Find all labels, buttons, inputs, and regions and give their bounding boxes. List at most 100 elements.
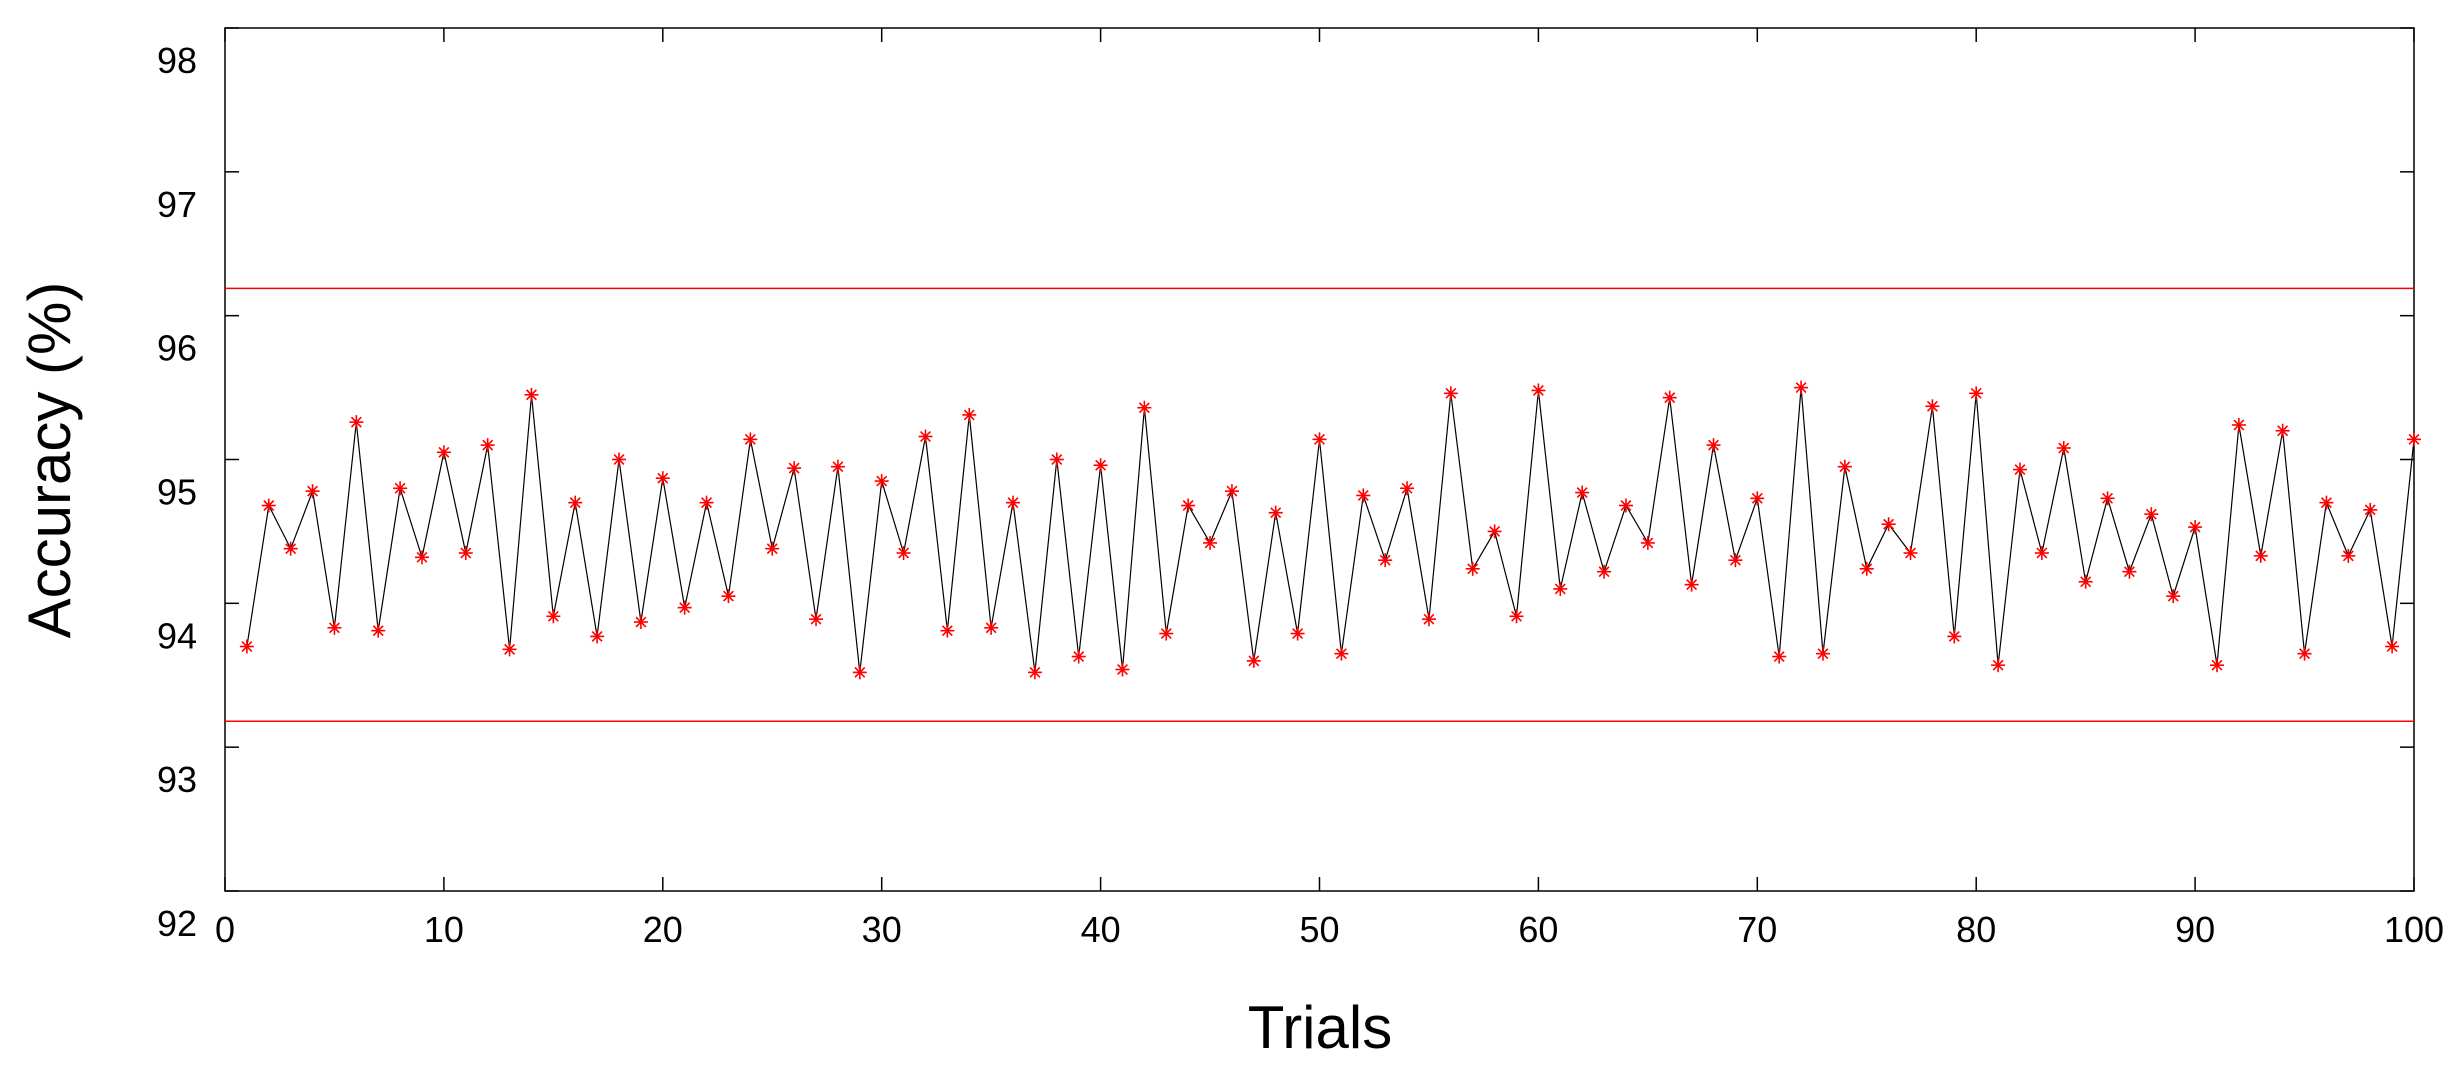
x-tick-label: 80	[1956, 909, 1996, 950]
data-point	[1290, 626, 1305, 641]
data-point	[1006, 495, 1021, 510]
data-point	[436, 445, 451, 460]
data-point	[1334, 646, 1349, 661]
data-point	[480, 438, 495, 453]
data-point	[677, 600, 692, 615]
data-point	[1487, 524, 1502, 539]
data-point	[1531, 383, 1546, 398]
data-point	[1027, 665, 1042, 680]
data-point	[984, 620, 999, 635]
data-point	[349, 415, 364, 430]
data-point	[2253, 548, 2268, 563]
data-point	[1925, 399, 1940, 414]
data-point	[830, 459, 845, 474]
data-point	[1093, 458, 1108, 473]
data-point	[787, 461, 802, 476]
series-line-0	[246, 387, 2415, 673]
x-tick-labels: 0 10 20 30 40 50 60 70 80 90 100	[215, 909, 2444, 950]
data-point	[2056, 440, 2071, 455]
data-point	[962, 407, 977, 422]
y-tick-labels: 92 93 94 95 96 97 98	[157, 40, 197, 944]
data-point	[1181, 498, 1196, 513]
data-point	[1378, 553, 1393, 568]
data-point	[1750, 491, 1765, 506]
data-point	[1268, 505, 1283, 520]
data-point	[1443, 386, 1458, 401]
data-point	[743, 432, 758, 447]
data-point	[261, 498, 276, 513]
data-point	[2385, 639, 2400, 654]
data-point	[1509, 609, 1524, 624]
data-point	[1071, 649, 1086, 664]
data-point	[2231, 417, 2246, 432]
data-point	[1903, 545, 1918, 560]
data-point	[1728, 553, 1743, 568]
data-point	[458, 545, 473, 560]
data-point	[1203, 535, 1218, 550]
data-point	[2297, 646, 2312, 661]
y-tick-label: 94	[157, 615, 197, 656]
data-point	[1991, 658, 2006, 673]
data-point	[502, 642, 517, 657]
data-point	[1246, 653, 1261, 668]
data-point	[1837, 459, 1852, 474]
axis-ticks	[224, 27, 2415, 892]
data-markers	[239, 380, 2421, 680]
data-point	[393, 481, 408, 496]
x-tick-label: 0	[215, 909, 235, 950]
data-point	[809, 612, 824, 627]
x-tick-label: 50	[1299, 909, 1339, 950]
data-point	[568, 495, 583, 510]
x-tick-label: 20	[643, 909, 683, 950]
data-point	[1618, 498, 1633, 513]
data-point	[2363, 502, 2378, 517]
data-point	[940, 623, 955, 638]
data-point	[1640, 535, 1655, 550]
y-tick-label: 95	[157, 472, 197, 513]
data-point	[2122, 564, 2137, 579]
data-point	[2100, 491, 2115, 506]
x-tick-label: 40	[1081, 909, 1121, 950]
data-point	[1794, 380, 1809, 395]
data-point	[1137, 400, 1152, 415]
data-point	[1881, 517, 1896, 532]
data-point	[2407, 432, 2421, 447]
data-point	[1969, 386, 1984, 401]
y-tick-label: 97	[157, 184, 197, 225]
plot-area	[224, 27, 2415, 892]
data-point	[1421, 612, 1436, 627]
data-point	[1947, 629, 1962, 644]
data-point	[2275, 423, 2290, 438]
data-point	[1772, 649, 1787, 664]
data-point	[918, 429, 933, 444]
data-point	[1159, 626, 1174, 641]
x-tick-label: 90	[2175, 909, 2215, 950]
data-point	[2341, 548, 2356, 563]
y-tick-label: 92	[157, 903, 197, 944]
data-point	[765, 541, 780, 556]
x-tick-label: 70	[1737, 909, 1777, 950]
data-line	[246, 387, 2415, 673]
x-tick-label: 60	[1518, 909, 1558, 950]
data-point	[524, 387, 539, 402]
data-point	[1662, 390, 1677, 405]
data-point	[874, 474, 889, 489]
data-point	[699, 495, 714, 510]
data-point	[590, 629, 605, 644]
data-point	[283, 541, 298, 556]
data-point	[2188, 520, 2203, 535]
data-point	[1684, 577, 1699, 592]
data-point	[1115, 662, 1130, 677]
data-point	[1597, 564, 1612, 579]
y-tick-label: 96	[157, 328, 197, 369]
data-point	[612, 452, 627, 467]
x-tick-label: 10	[424, 909, 464, 950]
data-point	[2034, 545, 2049, 560]
data-point	[2319, 495, 2334, 510]
data-point	[371, 623, 386, 638]
data-point	[1465, 561, 1480, 576]
data-point	[1553, 581, 1568, 596]
x-axis-title: Trials	[1248, 994, 1392, 1061]
data-point	[1049, 452, 1064, 467]
data-point	[1312, 432, 1327, 447]
